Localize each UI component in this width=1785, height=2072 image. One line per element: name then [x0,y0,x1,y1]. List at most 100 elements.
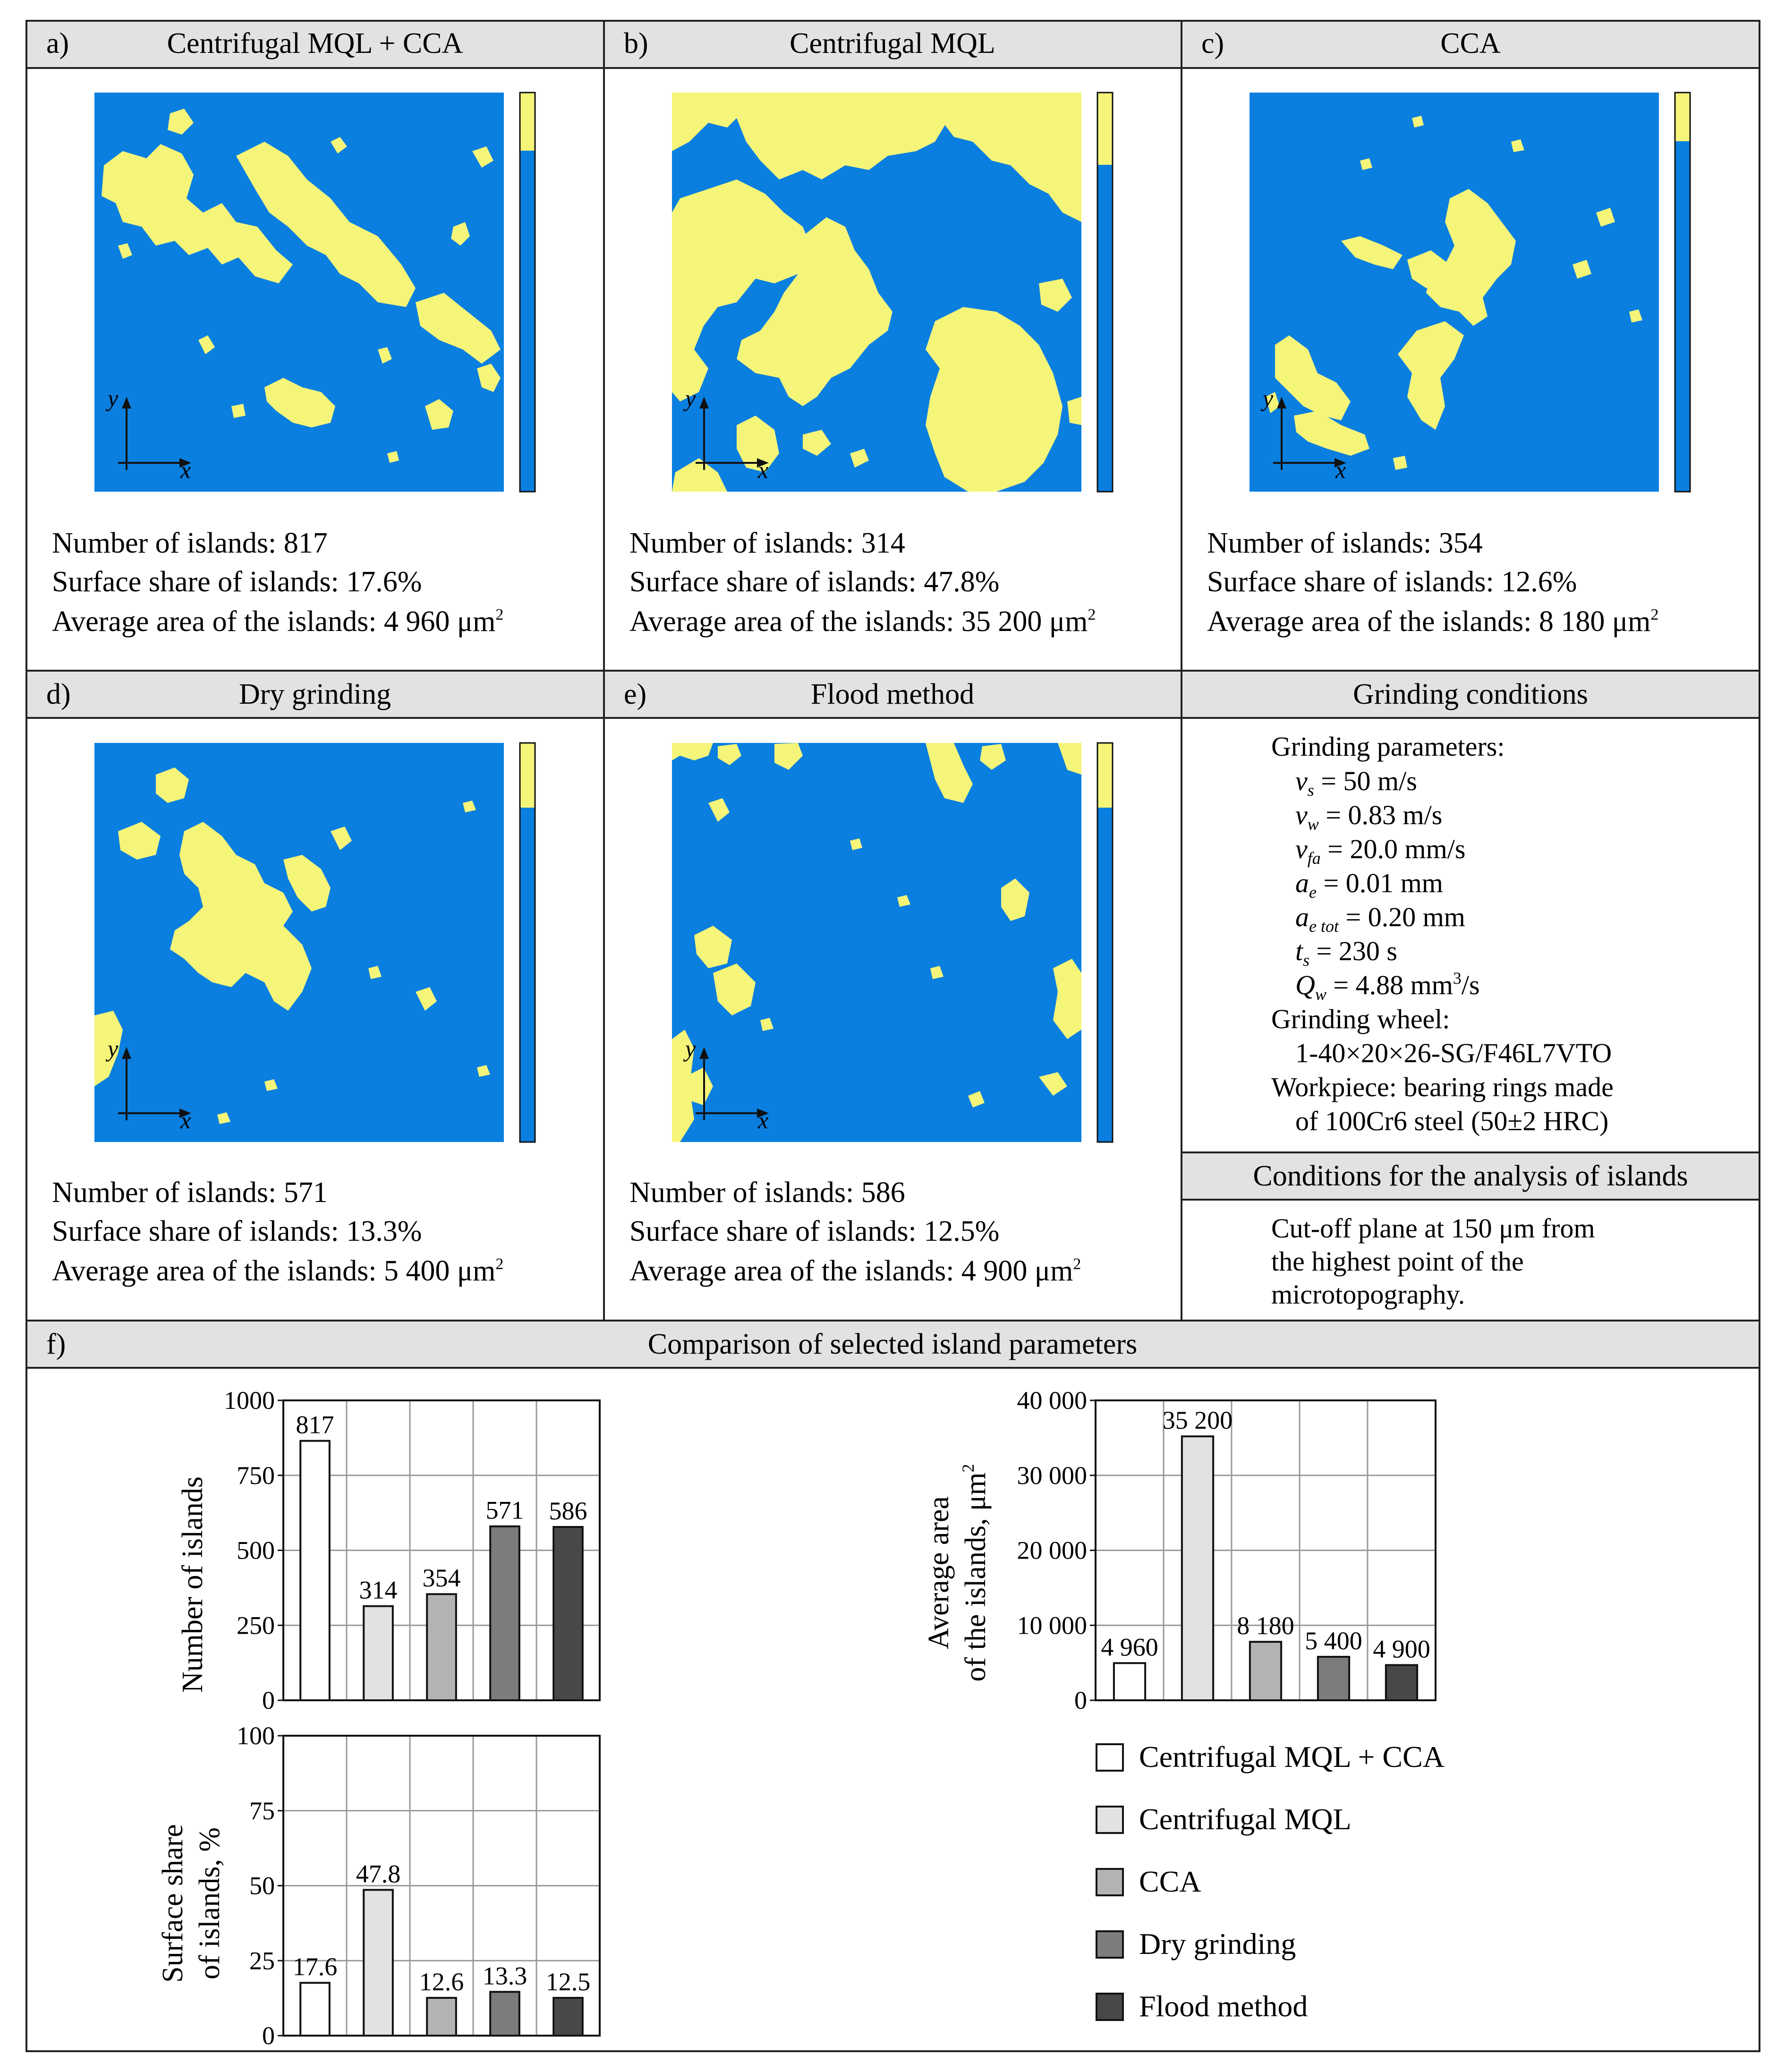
chart2-value-label: 17.6 [293,1953,338,1981]
chart0-bars [299,1440,584,1702]
chart0-ylabel: Number of islands [177,1476,209,1693]
legend-swatch [1096,1993,1124,2021]
panel-b-area: Average area of the islands: 35 200 μm2 [629,605,1096,638]
analysis-title: Conditions for the analysis of islands [1253,1160,1688,1192]
chart0-tick-label: 250 [237,1611,275,1639]
chart0-value-label: 354 [423,1564,461,1592]
island-map-e: y x [672,742,1114,1143]
legend-swatch [1096,1743,1124,1772]
analysis-line-1: Cut-off plane at 150 μm from [1271,1213,1595,1244]
panel-a-title: Centrifugal MQL + CCA [167,27,463,60]
chart1-bar [1113,1662,1147,1702]
chart2-bar [552,1996,584,2037]
chart2-tick-labels: 0 25 50 75 100 [237,1722,275,2050]
chart0-value-labels: 817 314 354 571 586 [296,1411,587,1604]
panel-e-islands: Number of islands: 586 [629,1177,905,1209]
wheel-value: 1-40×20×26-SG/F46L7VTO [1295,1038,1612,1068]
panel-d-share: Surface share of islands: 13.3% [52,1215,422,1247]
chart-legend: Centrifugal MQL + CCA Centrifugal MQL CCA D… [1096,1740,1445,2023]
chart0-bar [489,1525,520,1701]
panel-e-share: Surface share of islands: 12.5% [629,1215,999,1247]
chart2-tick-label: 0 [262,2021,275,2050]
map-c-share-bar-sea [1675,141,1690,492]
chart0-bar [552,1526,584,1701]
legend-label: Centrifugal MQL [1139,1802,1352,1836]
panel-c-area: Average area of the islands: 8 180 μm2 [1207,605,1658,638]
chart2-value-label: 12.5 [546,1968,591,1996]
chart-average-area: 4 960 35 200 8 180 5 400 4 900 0 10 000 20 000… [923,1386,1436,1714]
panel-d-title: Dry grinding [239,678,391,710]
map-e-x-label: x [757,1107,768,1134]
chart1-bar [1249,1641,1283,1702]
chart1-tick-label: 10 000 [1017,1611,1088,1639]
map-a-share-bar-islands [520,93,535,151]
param-ae: ae = 0.01 mm [1295,868,1443,902]
chart1-tick-labels: 0 10 000 20 000 30 000 40 000 [1017,1386,1088,1714]
param-qw: Qw = 4.88 mm3/s [1295,969,1480,1004]
panel-a-area: Average area of the islands: 4 960 μm2 [52,605,503,638]
map-b-y-label: y [683,385,696,411]
legend-label: Flood method [1139,1989,1308,2023]
panel-b-share: Surface share of islands: 47.8% [629,566,999,598]
panel-d-islands: Number of islands: 571 [52,1177,328,1209]
chart2-value-label: 47.8 [356,1859,401,1888]
panel-e-title: Flood method [811,678,974,710]
chart0-bar [426,1593,457,1701]
panel-f-letter: f) [46,1328,66,1360]
panel-b-islands: Number of islands: 314 [629,527,905,559]
island-map-b: y x [672,92,1114,493]
map-e-sea [672,743,1081,1142]
panel-e-letter: e) [624,678,646,710]
panel-c-letter: c) [1201,27,1224,60]
map-e-islands [672,743,1081,1142]
chart1-value-label: 4 960 [1101,1633,1158,1661]
legend-label: Centrifugal MQL + CCA [1139,1740,1445,1774]
chart0-bar [363,1605,394,1702]
params-title: Grinding parameters: [1271,731,1504,762]
analysis-line-2: the highest point of the [1271,1246,1524,1277]
panel-d-area: Average area of the islands: 5 400 μm2 [52,1255,503,1287]
panel-headers: a) Centrifugal MQL + CCA b) Centrifugal … [46,27,1688,1360]
map-d-share-bar-islands [520,743,535,808]
chart1-value-label: 5 400 [1305,1627,1362,1655]
param-vw: vw = 0.83 m/s [1295,800,1442,834]
map-a-islands [102,109,501,463]
chart1-tick-label: 20 000 [1017,1536,1088,1565]
chart1-bars [1113,1435,1419,1702]
param-vs: vs = 50 m/s [1295,766,1417,800]
map-a-x-label: x [180,457,191,483]
param-ts: ts = 230 s [1295,936,1397,970]
chart0-value-label: 586 [549,1497,587,1525]
map-d-share-bar-sea [520,808,535,1142]
figure-grid [26,20,1760,2052]
chart0-tick-labels: 0 250 500 750 1000 [224,1386,275,1714]
grinding-conditions: Grinding parameters: vs = 50 m/s vw = 0.… [1271,731,1614,1310]
chart1-tick-label: 0 [1074,1686,1087,1714]
chart2-value-label: 13.3 [483,1961,527,1990]
chart2-bar [363,1889,394,2037]
workpiece-line-1: Workpiece: bearing rings made [1271,1072,1614,1102]
chart2-ylabel-line2: of islands, % [194,1827,226,1979]
island-map-c: y x [1250,92,1691,493]
chart1-bar [1317,1655,1351,1702]
chart1-tick-label: 40 000 [1017,1386,1088,1415]
chart2-value-labels: 17.6 47.8 12.6 13.3 12.5 [293,1859,591,1996]
chart0-value-label: 314 [359,1576,398,1604]
chart1-bar [1385,1664,1419,1701]
legend-label: CCA [1139,1865,1201,1898]
chart2-tick-label: 50 [249,1872,275,1900]
panel-c-islands: Number of islands: 354 [1207,527,1483,559]
island-map-a: y x [94,92,536,493]
panel-a-islands: Number of islands: 817 [52,527,328,559]
map-e-share-bar-sea [1097,808,1113,1142]
chart2-ylabel-line1: Surface share [157,1824,189,1983]
chart2-tick-label: 75 [249,1797,275,1825]
chart0-tick-label: 0 [262,1686,275,1714]
panel-f-title: Comparison of selected island parameters [648,1328,1137,1360]
chart-surface-share: 17.6 47.8 12.6 13.3 12.5 0 25 50 75 100 Surface … [157,1722,601,2050]
chart0-tick-label: 1000 [224,1386,275,1415]
island-map-d: y x [94,742,536,1143]
chart-number-of-islands: 817 314 354 571 586 0 250 500 750 1000 Number of… [177,1386,601,1714]
chart2-bar [426,1996,457,2037]
chart1-tick-label: 30 000 [1017,1461,1088,1490]
